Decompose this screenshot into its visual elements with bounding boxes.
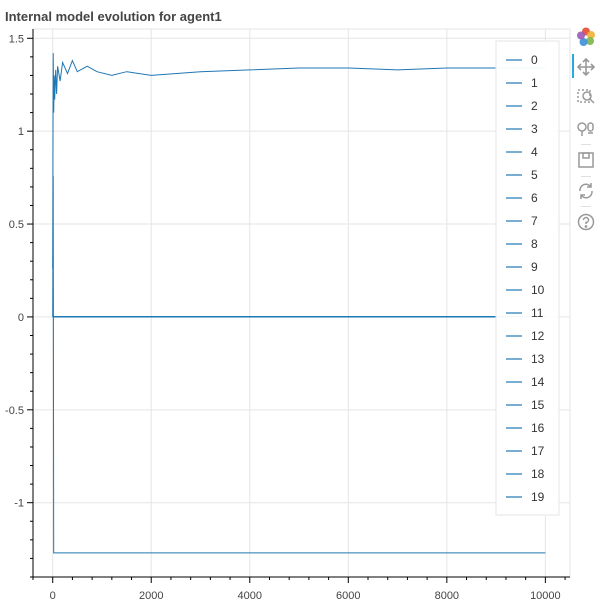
legend-label[interactable]: 8 bbox=[531, 237, 538, 251]
x-tick-label: 6000 bbox=[336, 590, 360, 600]
y-tick-label: 0.5 bbox=[9, 219, 24, 231]
x-tick-label: 0 bbox=[50, 590, 56, 600]
wheel-zoom-icon[interactable] bbox=[575, 118, 597, 140]
legend-label[interactable]: 2 bbox=[531, 99, 538, 113]
legend-label[interactable]: 11 bbox=[531, 306, 544, 320]
legend-box bbox=[495, 40, 560, 516]
y-tick-label: 1 bbox=[18, 126, 24, 138]
legend-label[interactable]: 9 bbox=[531, 260, 538, 274]
series-line-1 bbox=[52, 175, 546, 554]
series-line-0 bbox=[52, 53, 546, 269]
legend-label[interactable]: 4 bbox=[531, 145, 538, 159]
save-icon[interactable] bbox=[575, 149, 597, 171]
legend-label[interactable]: 1 bbox=[531, 76, 538, 90]
pan-icon[interactable] bbox=[575, 56, 597, 78]
x-tick-label: 8000 bbox=[435, 590, 459, 600]
legend-label[interactable]: 3 bbox=[531, 122, 538, 136]
toolbar bbox=[572, 26, 600, 246]
legend-label[interactable]: 16 bbox=[531, 421, 545, 435]
legend-label[interactable]: 6 bbox=[531, 191, 538, 205]
y-tick-label: -0.5 bbox=[5, 405, 24, 417]
x-tick-label: 2000 bbox=[139, 590, 163, 600]
x-tick-label: 10000 bbox=[530, 590, 561, 600]
reset-icon[interactable] bbox=[575, 180, 597, 202]
help-icon[interactable] bbox=[575, 211, 597, 233]
grid bbox=[33, 29, 570, 577]
plot-frame bbox=[32, 28, 571, 578]
bokeh-logo-icon[interactable] bbox=[575, 26, 597, 48]
legend-label[interactable]: 17 bbox=[531, 444, 545, 458]
series-lines bbox=[52, 53, 546, 554]
legend-label[interactable]: 0 bbox=[531, 53, 538, 67]
legend-label[interactable]: 12 bbox=[531, 329, 545, 343]
x-tick-label: 4000 bbox=[238, 590, 262, 600]
legend-label[interactable]: 13 bbox=[531, 352, 545, 366]
toolbar-divider bbox=[581, 206, 591, 207]
legend-label[interactable]: 10 bbox=[531, 283, 545, 297]
box-zoom-icon[interactable] bbox=[575, 86, 597, 108]
legend-label[interactable]: 19 bbox=[531, 490, 545, 504]
legend-label[interactable]: 5 bbox=[531, 168, 538, 182]
legend-label[interactable]: 18 bbox=[531, 467, 545, 481]
legend-label[interactable]: 15 bbox=[531, 398, 545, 412]
legend-label[interactable]: 14 bbox=[531, 375, 545, 389]
toolbar-divider bbox=[581, 176, 591, 177]
y-tick-label: 1.5 bbox=[9, 33, 24, 45]
active-tool-indicator bbox=[572, 54, 574, 78]
chart-title: Internal model evolution for agent1 bbox=[5, 9, 222, 24]
axes: 0 2000 4000 6000 8000 10000 1.5 1 0.5 0 -0.5 -1 bbox=[5, 29, 570, 600]
legend-label[interactable]: 7 bbox=[531, 214, 538, 228]
toolbar-divider bbox=[581, 144, 591, 145]
y-tick-label: -1 bbox=[14, 498, 24, 510]
y-tick-label: 0 bbox=[18, 312, 24, 324]
